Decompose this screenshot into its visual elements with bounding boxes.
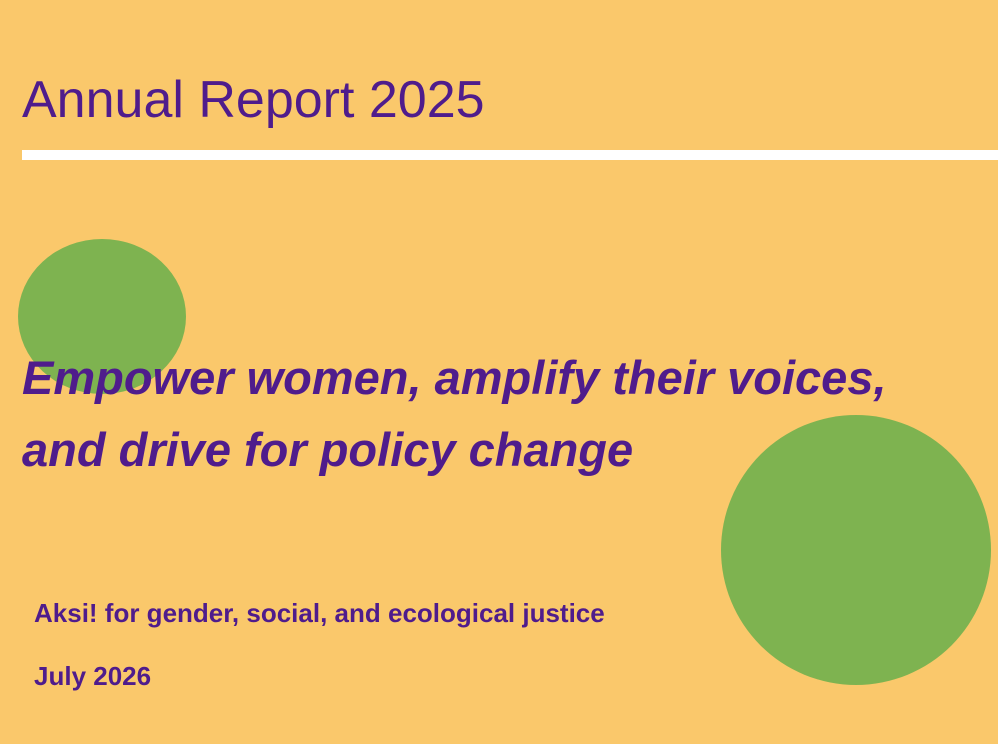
date: July 2026: [34, 661, 152, 691]
divider: [22, 150, 998, 160]
decor-circle: [721, 415, 991, 685]
headline: Empower women, amplify their voices, and…: [22, 351, 887, 476]
report-title: Annual Report 2025: [22, 71, 485, 129]
organization: Aksi! for gender, social, and ecological…: [34, 598, 605, 628]
decor-circle: [18, 239, 186, 394]
